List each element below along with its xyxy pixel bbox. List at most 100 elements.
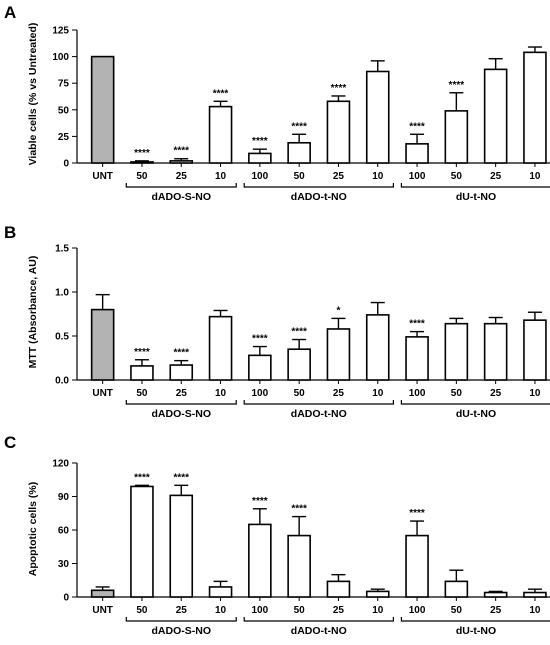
bar-unt: [90, 589, 115, 598]
group-bracket: [243, 183, 394, 188]
y-tick-label: 0.0: [55, 376, 69, 387]
y-tick-label: 0.5: [55, 332, 69, 343]
x-tick-label: 50: [294, 171, 306, 182]
bar-100: [405, 534, 429, 598]
x-tick-label: 25: [176, 171, 188, 182]
bar-25: [483, 68, 508, 164]
y-tick-label: 100: [52, 52, 69, 63]
significance-marker: *: [336, 305, 340, 316]
x-tick-label: 10: [215, 171, 227, 182]
bar-10: [523, 591, 547, 598]
significance-marker: ****: [252, 334, 268, 345]
x-tick-label: 10: [529, 605, 541, 616]
bar-25: [326, 580, 351, 598]
x-tick-label: 10: [215, 388, 227, 399]
x-tick-label: 10: [372, 388, 384, 399]
bar-100: [405, 143, 429, 164]
x-tick-label: 25: [333, 171, 345, 182]
x-tick-label: 10: [372, 171, 384, 182]
y-tick-label: 0: [63, 159, 69, 170]
x-tick-label: 25: [176, 388, 188, 399]
x-tick-label: 100: [252, 171, 269, 182]
bar-50: [130, 161, 154, 164]
bar-10: [208, 105, 233, 164]
y-tick-label: 75: [58, 79, 70, 90]
y-axis-label-c: Apoptotic cells (%): [27, 482, 39, 577]
y-tick-label: 60: [58, 526, 70, 537]
significance-marker: ****: [449, 80, 465, 91]
x-tick-label: 50: [136, 388, 148, 399]
bar-50: [444, 580, 469, 598]
group-bracket: [400, 617, 550, 622]
panel-b: B MTT (Absorbance, AU) 0.00.51.01.5UNT**…: [4, 223, 550, 420]
significance-marker: ****: [291, 327, 307, 338]
bar-25: [483, 591, 508, 598]
significance-marker: ****: [409, 121, 425, 132]
group-bracket: [243, 400, 394, 405]
group-bracket: [125, 617, 237, 622]
group-bracket: [125, 400, 237, 405]
x-tick-label: 100: [252, 605, 269, 616]
plot-area-a: 0 25 50 75 100 125 UNT **** 50 **** 25 **** 10 **** 10…: [52, 26, 550, 203]
bar-10: [365, 70, 390, 164]
x-tick-label: 50: [451, 388, 463, 399]
x-tick-label: 10: [372, 605, 384, 616]
y-tick-label: 0: [63, 593, 69, 604]
significance-marker: ****: [173, 472, 189, 483]
x-tick-label: 50: [451, 171, 463, 182]
group-label: dADO-t-NO: [291, 625, 347, 637]
bar-10: [208, 586, 233, 598]
y-tick-label: 120: [52, 459, 69, 470]
significance-marker: ****: [291, 121, 307, 132]
bar-25: [326, 100, 351, 164]
significance-marker: ****: [409, 508, 425, 519]
bar-25: [326, 328, 351, 381]
y-tick-label: 50: [58, 105, 70, 116]
bar-unt: [90, 308, 115, 381]
significance-marker: ****: [134, 148, 150, 159]
panel-c: C Apoptotic cells (%) 0 30 60 90 120 UNT **** 5…: [4, 433, 550, 637]
x-tick-label: 100: [409, 388, 426, 399]
y-tick-label: 1.0: [55, 288, 69, 299]
x-tick-label: UNT: [92, 171, 113, 182]
y-tick-label: 1.5: [55, 244, 69, 255]
bar-50: [287, 534, 311, 598]
panel-letter-b: B: [4, 223, 16, 242]
bar-10: [523, 51, 547, 164]
significance-marker: ****: [252, 496, 268, 507]
panel-letter-a: A: [4, 3, 16, 22]
bar-25: [169, 494, 194, 598]
x-tick-label: 50: [451, 605, 463, 616]
group-bracket: [400, 183, 550, 188]
group-label: dADO-S-NO: [152, 191, 212, 203]
bar-25: [483, 322, 508, 381]
bar-50: [130, 485, 154, 598]
significance-marker: ****: [134, 347, 150, 358]
significance-marker: ****: [173, 146, 189, 157]
bar-50: [130, 365, 154, 381]
x-tick-label: UNT: [92, 605, 113, 616]
x-tick-label: 100: [252, 388, 269, 399]
significance-marker: ****: [409, 319, 425, 330]
bar-50: [287, 141, 311, 164]
panel-letter-c: C: [4, 433, 16, 452]
group-label: dADO-S-NO: [152, 408, 212, 420]
x-tick-label: 50: [136, 171, 148, 182]
group-bracket: [125, 183, 237, 188]
bar-10: [365, 590, 390, 598]
plot-area-c: 0 30 60 90 120 UNT **** 50 **** 25 10 **** 100 **** 50…: [52, 459, 550, 637]
bar-unt: [90, 55, 115, 164]
bar-100: [248, 523, 272, 598]
bar-50: [444, 110, 469, 164]
x-tick-label: 50: [136, 605, 148, 616]
x-tick-label: 25: [490, 171, 502, 182]
x-tick-label: 100: [409, 605, 426, 616]
y-tick-label: 30: [58, 559, 70, 570]
x-tick-label: UNT: [92, 388, 113, 399]
significance-marker: ****: [134, 472, 150, 483]
significance-marker: ****: [291, 504, 307, 515]
bar-10: [365, 314, 390, 381]
y-tick-label: 25: [58, 132, 70, 143]
